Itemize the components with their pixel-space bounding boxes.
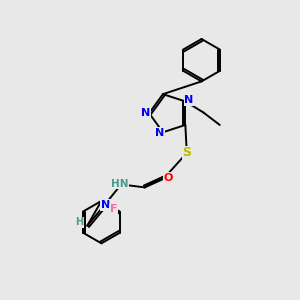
Text: F: F <box>110 204 117 214</box>
Text: N: N <box>101 200 110 210</box>
Text: HN: HN <box>111 179 128 189</box>
Text: S: S <box>182 146 191 159</box>
Text: H: H <box>75 217 83 227</box>
Text: N: N <box>141 108 150 118</box>
Text: N: N <box>155 128 164 138</box>
Text: N: N <box>184 95 194 105</box>
Text: O: O <box>164 173 173 183</box>
